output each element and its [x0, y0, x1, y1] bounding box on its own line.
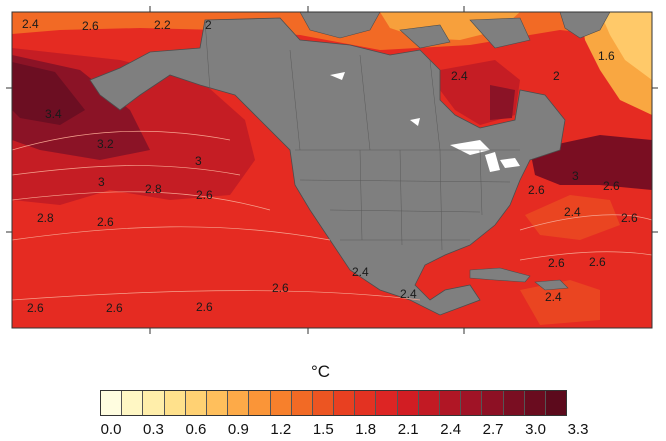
colorbar-swatch	[334, 391, 356, 415]
colorbar-tick-label: 2.1	[397, 421, 419, 438]
colorbar-swatch	[143, 391, 165, 415]
contour-label: 2.4	[564, 205, 581, 219]
contour-label: 2.4	[22, 17, 39, 31]
colorbar-tick-label: 2.7	[482, 421, 504, 438]
colorbar-tick-label: 1.5	[312, 421, 334, 438]
contour-label: 2.6	[82, 19, 99, 33]
boundary-lines	[204, 19, 520, 251]
colorbar-swatch	[291, 391, 313, 415]
contour-label: 2.6	[621, 211, 638, 225]
contour-label: 1.6	[598, 49, 615, 63]
contour-label: 2.4	[352, 265, 369, 279]
colorbar-tick-label: 0.6	[185, 421, 207, 438]
contour-label: 2.4	[451, 69, 468, 83]
contour-label: 2.6	[106, 301, 123, 315]
contour-label: 2.8	[145, 182, 162, 196]
contour-label: 2.6	[603, 179, 620, 193]
contour-label: 3	[98, 175, 105, 189]
contour-label: 2	[553, 69, 560, 83]
land-arctic-islands	[299, 12, 531, 49]
colorbar-tick-label: 0.9	[227, 421, 249, 438]
colorbar-tick-label: 3.3	[567, 421, 589, 438]
colorbar-tick-label: 0.3	[143, 421, 164, 438]
contour-label: 2.6	[27, 301, 44, 315]
colorbar-swatch	[228, 391, 250, 415]
cool-patch-caribbean	[520, 280, 600, 325]
colorbar-swatch	[397, 391, 419, 415]
land-north-america	[89, 17, 566, 316]
colorbar-swatch	[355, 391, 377, 415]
colorbar-tick-label: 0.0	[100, 421, 122, 438]
contour-label: 3	[195, 154, 202, 168]
colorbar-tick-label: 2.4	[440, 421, 462, 438]
contour-label: 2.8	[37, 211, 54, 225]
colorbar-swatch	[122, 391, 144, 415]
colorbar-swatch	[206, 391, 229, 415]
colorbar-swatch	[164, 391, 186, 415]
contour-label: 2.6	[528, 183, 545, 197]
colorbar-swatch	[376, 391, 398, 415]
land-hispaniola	[534, 279, 569, 291]
great-lakes	[450, 140, 520, 172]
colorbar-swatch	[270, 391, 292, 415]
colorbar-tick-label: 1.2	[270, 421, 292, 438]
contour-label: 2.2	[154, 18, 171, 32]
colorbar-tick-labels: 0.0 0.3 0.6 0.9 1.2 1.5 1.8 2.1 2.4 2.7 3.0 3.3	[100, 421, 589, 439]
colorbar-swatch	[440, 391, 462, 415]
colorbar-unit-label: °C	[311, 362, 331, 381]
colorbar-swatch	[461, 391, 483, 415]
hudson-bay-inner	[490, 85, 515, 120]
colorbar-tick-label: 1.8	[355, 421, 377, 438]
contour-label: 2	[205, 18, 212, 32]
contour-label: 2.4	[545, 290, 562, 304]
contour-label: 3.2	[97, 137, 114, 151]
frame-ticks	[6, 6, 658, 334]
colorbar-swatch	[418, 391, 440, 415]
contour-label: 3	[572, 169, 579, 183]
colorbar-swatch	[249, 391, 271, 415]
contour-label: 2.6	[272, 281, 289, 295]
colorbar-swatch	[101, 391, 123, 415]
contour-label: 2.6	[196, 188, 213, 202]
contour-lines	[12, 130, 652, 301]
contour-label: 3.4	[45, 107, 62, 121]
contour-label: 2.6	[589, 255, 606, 269]
colorbar-swatch	[545, 391, 567, 415]
colorbar-swatch	[312, 391, 335, 415]
contour-label: 2.6	[196, 300, 213, 314]
colorbar	[100, 390, 567, 416]
land-greenland	[559, 12, 611, 39]
contour-label: 2.6	[548, 256, 565, 270]
colorbar-tick-label: 3.0	[525, 421, 546, 438]
cool-patch-atlantic	[525, 195, 620, 240]
colorbar-swatch	[524, 391, 546, 415]
hudson-bay-islands	[330, 72, 420, 126]
hot-zone-gulf-of-alaska-core	[12, 62, 85, 125]
land-cuba	[469, 267, 531, 283]
ocean-temperature-map: 2.4 2.6 2.2 2 2.4 2 1.6 3.4 3.2 3 3 2.8 …	[6, 6, 658, 334]
colorbar-swatch	[503, 391, 525, 415]
contour-label: 2.6	[97, 215, 114, 229]
colorbar-swatch	[482, 391, 504, 415]
labrador-cool-zone-core	[600, 12, 652, 80]
contour-label: 2.4	[400, 287, 417, 301]
map-panel: 2.4 2.6 2.2 2 2.4 2 1.6 3.4 3.2 3 3 2.8 …	[6, 6, 658, 334]
map-frame	[11, 11, 653, 329]
colorbar-swatch	[185, 391, 207, 415]
